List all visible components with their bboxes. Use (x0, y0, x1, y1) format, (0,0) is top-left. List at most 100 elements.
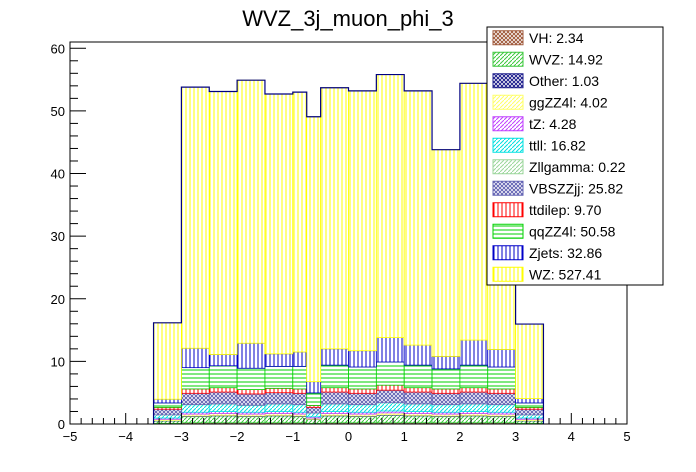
bar-series7-bin7 (320, 391, 349, 405)
series-10 (153, 337, 544, 404)
bar-series10-bin1 (180, 347, 210, 369)
bar-series10-bin5 (292, 351, 308, 367)
x-tick-label-4: −1 (285, 429, 300, 444)
bar-series7-bin11 (431, 392, 461, 405)
y-tick-label-1: 10 (51, 354, 65, 369)
bar-series11-bin10 (403, 90, 433, 346)
bar-series9-bin13 (487, 366, 517, 390)
y-tick-label-0: 0 (58, 417, 65, 432)
bar-series5-bin5 (292, 404, 308, 413)
bar-series8-bin11 (431, 388, 461, 394)
bar-series5-bin12 (459, 403, 489, 413)
bar-series8-bin4 (264, 387, 294, 394)
legend-label-6: Zllgamma: 0.22 (529, 159, 626, 175)
legend-label-8: ttdilep: 9.70 (529, 202, 602, 218)
legend-swatch-11 (492, 266, 524, 282)
bar-series7-bin12 (459, 391, 489, 405)
bar-series9-bin6 (306, 392, 322, 406)
legend-label-11: WZ: 527.41 (529, 266, 602, 282)
legend-label-3: ggZZ4l: 4.02 (529, 94, 608, 110)
legend-swatch-6 (492, 159, 524, 175)
bar-series1-bin5 (292, 416, 308, 424)
legend-label-0: VH: 2.34 (529, 30, 584, 46)
legend-swatch-8 (492, 202, 524, 218)
legend-box (486, 26, 664, 286)
bar-series11-bin1 (180, 86, 210, 349)
stack-outline (152, 73, 545, 424)
bar-series7-bin5 (292, 392, 308, 405)
legend-swatch-1 (492, 51, 524, 67)
bar-series11-bin3 (236, 79, 266, 344)
bar-series1-bin12 (459, 415, 489, 424)
bar-series11-bin7 (320, 87, 349, 350)
bar-series10-bin4 (264, 353, 294, 367)
bar-series11-bin14 (515, 323, 544, 399)
legend-swatch-5 (492, 137, 524, 153)
bar-series5-bin0 (153, 414, 182, 419)
y-tick-label-5: 50 (51, 104, 65, 119)
bar-series11-bin6 (306, 116, 322, 383)
bar-series5-bin4 (264, 403, 294, 413)
x-tick-label-8: 3 (512, 429, 519, 444)
bar-series11-bin2 (208, 91, 238, 355)
bar-series1-bin1 (180, 416, 210, 424)
bar-series8-bin10 (403, 387, 433, 393)
bar-series1-bin6 (306, 419, 322, 424)
legend-swatch-9 (492, 223, 524, 239)
bar-series10-bin13 (487, 349, 517, 368)
bar-series8-bin9 (375, 384, 405, 391)
bar-series7-bin13 (487, 392, 517, 405)
bar-series9-bin9 (375, 361, 405, 386)
legend-swatch-0 (492, 30, 524, 46)
series-11 (153, 74, 544, 400)
bar-series9-bin8 (348, 366, 377, 390)
bar-series5-bin1 (180, 404, 210, 413)
bar-series11-bin12 (459, 82, 489, 341)
legend: VH: 2.34 WVZ: 14.92 Other: 1.03 ggZZ4l: 4.0… (486, 26, 664, 286)
bar-series11-bin8 (348, 90, 377, 352)
x-tick-label-10: 5 (623, 429, 630, 444)
bar-series7-bin3 (236, 393, 266, 406)
bar-series7-bin9 (375, 389, 405, 404)
y-tick-label-6: 60 (51, 41, 65, 56)
bar-series1-bin9 (375, 414, 405, 424)
bar-series5-bin9 (375, 402, 405, 412)
bar-series5-bin2 (208, 403, 238, 413)
bar-series1-bin3 (236, 416, 266, 424)
chart-title: WVZ_3j_muon_phi_3 (242, 6, 454, 31)
bar-series5-bin3 (236, 404, 266, 413)
x-tick-label-5: 0 (345, 429, 352, 444)
bar-series11-bin11 (431, 149, 461, 357)
bar-series1-bin10 (403, 415, 433, 424)
bar-series1-bin8 (348, 416, 377, 424)
bar-series1-bin2 (208, 415, 238, 424)
bar-series9-bin10 (403, 364, 433, 389)
bar-series11-bin5 (292, 91, 308, 353)
bar-series10-bin6 (306, 381, 322, 394)
bar-series8-bin3 (236, 389, 266, 395)
bar-series7-bin2 (208, 391, 238, 405)
bar-series9-bin7 (320, 364, 349, 389)
y-tick-label-2: 20 (51, 292, 65, 307)
x-tick-label-3: −2 (230, 429, 245, 444)
bar-series5-bin11 (431, 404, 461, 413)
bar-series5-bin6 (306, 412, 322, 418)
bar-series9-bin1 (180, 367, 210, 390)
bar-series1-bin11 (431, 416, 461, 424)
bar-series5-bin8 (348, 404, 377, 413)
x-tick-label-0: −5 (63, 429, 78, 444)
bar-series5-bin10 (403, 403, 433, 413)
x-tick-label-1: −4 (118, 429, 133, 444)
legend-swatch-4 (492, 116, 524, 132)
legend-label-1: WVZ: 14.92 (529, 51, 603, 67)
legend-swatch-10 (492, 245, 524, 261)
legend-label-5: ttll: 16.82 (529, 137, 586, 153)
bar-series7-bin8 (348, 392, 377, 405)
bar-series7-bin0 (153, 408, 182, 416)
bar-series10-bin12 (459, 339, 489, 366)
legend-swatch-7 (492, 180, 524, 196)
x-tick-label-9: 4 (568, 429, 575, 444)
legend-label-2: Other: 1.03 (529, 73, 599, 89)
bar-series9-bin11 (431, 368, 461, 390)
